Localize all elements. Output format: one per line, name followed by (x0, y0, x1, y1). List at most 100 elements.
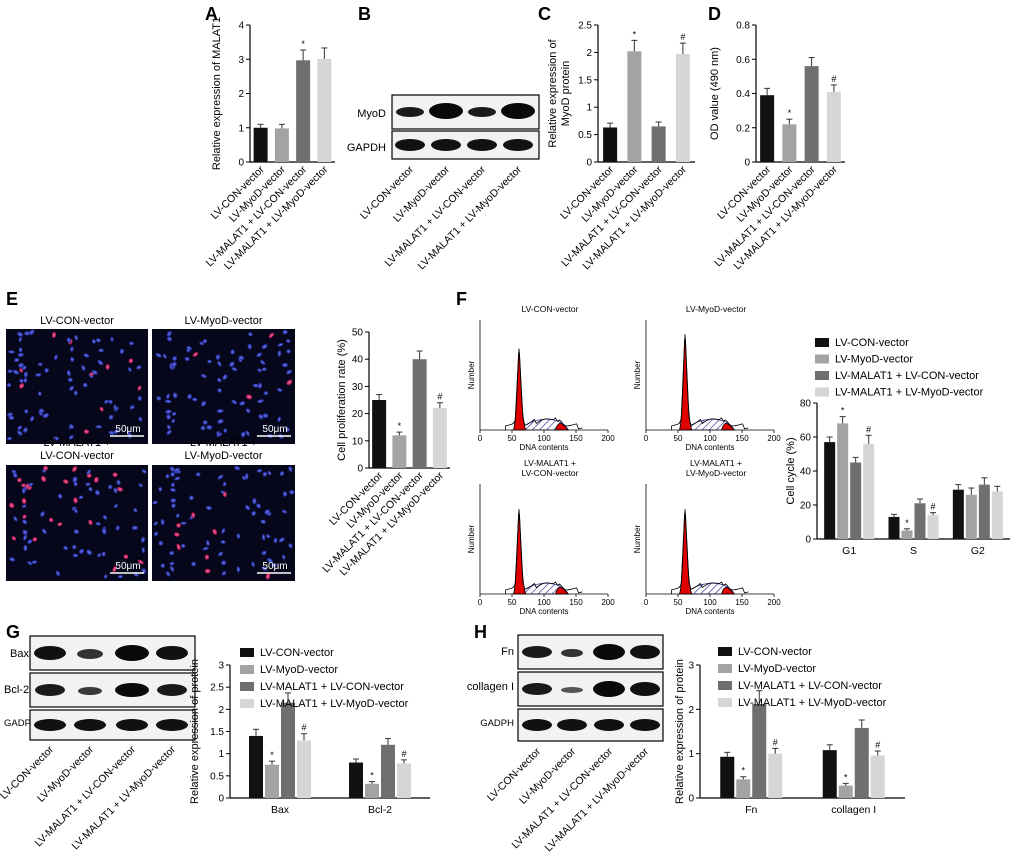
nucleus (202, 420, 208, 425)
flow-title-line: LV-CON-vector (522, 468, 579, 478)
nucleus (53, 354, 58, 361)
proliferating-nucleus (112, 565, 117, 573)
nucleus (216, 408, 224, 414)
flow-title: LV-MALAT1 + LV-CON-vector (522, 458, 579, 478)
y-tick-label: 1 (688, 749, 694, 760)
flow-x-tick-label: 0 (644, 434, 649, 443)
proliferating-nucleus (176, 543, 181, 551)
nucleus (85, 482, 91, 487)
nucleus (128, 341, 134, 346)
nucleus (244, 504, 251, 511)
nucleus (67, 377, 73, 383)
legend-entry: LV-CON-vector (738, 646, 812, 658)
scale-bar-label: 50μm (262, 424, 287, 435)
nucleus (66, 369, 71, 377)
nucleus (127, 367, 132, 372)
nucleus (37, 391, 42, 396)
nucleus (86, 469, 92, 475)
nucleus (165, 473, 170, 479)
nucleus (257, 368, 262, 373)
y-tick-label: 3 (688, 661, 694, 672)
nucleus (95, 522, 101, 526)
flow-title-line: LV-CON-vector (522, 304, 579, 314)
nucleus (171, 503, 176, 509)
y-tick-label: 0 (744, 158, 750, 169)
nucleus (13, 357, 20, 363)
blot-g-band (77, 649, 103, 659)
bar (854, 727, 869, 798)
nucleus (264, 509, 271, 515)
histogram-trace (505, 509, 583, 594)
y-axis-label-line: Cell proliferation rate (%) (336, 339, 348, 461)
histogram-trace (505, 348, 583, 430)
legend-entry: LV-CON-vector (260, 647, 334, 659)
nucleus (16, 331, 24, 337)
significance-mark: * (633, 29, 637, 39)
proliferating-nucleus (173, 532, 180, 537)
blot-b-label-myod: MyoD (357, 108, 386, 120)
proliferating-nucleus (105, 364, 110, 370)
nucleus (172, 356, 178, 361)
bar-charts: 0 1 2 3 4 Relative expression of MALAT1 * 0 0.5 1… (189, 17, 1010, 816)
blot-g-band (78, 687, 102, 695)
y-tick-label: 2 (688, 705, 694, 716)
legend-entry: LV-MALAT1 + LV-CON-vector (738, 680, 882, 692)
proliferating-nucleus (212, 528, 218, 535)
nucleus (281, 509, 287, 514)
nucleus (165, 571, 171, 577)
nucleus (29, 415, 35, 422)
y-tick-label: 0.6 (736, 55, 750, 66)
nucleus (40, 511, 45, 517)
blot-b-band (431, 139, 461, 151)
blot-b-band (467, 139, 497, 151)
nucleus (8, 350, 15, 354)
legend-swatch (815, 338, 829, 347)
nucleus (266, 557, 273, 563)
nucleus (285, 339, 291, 343)
nucleus (273, 537, 278, 544)
proliferating-nucleus (116, 487, 124, 492)
bar (274, 128, 289, 162)
y-axis-label: Relative expression of protein (674, 659, 686, 804)
y-tick-label: 0 (688, 794, 694, 805)
nucleus (261, 533, 266, 541)
nucleus (72, 553, 79, 558)
legend-swatch (815, 354, 829, 364)
nucleus (285, 427, 290, 432)
nucleus (101, 551, 106, 557)
y-tick-label: 2.5 (578, 21, 592, 32)
bar (603, 127, 618, 162)
flow-x-tick-label: 100 (537, 598, 551, 607)
blot-b-band (429, 103, 463, 119)
y-tick-label: 0.8 (736, 21, 750, 32)
y-tick-label: 1.5 (578, 75, 592, 86)
legend-entry: LV-MALAT1 + LV-MyoD-vector (835, 387, 984, 399)
proliferating-nucleus (137, 559, 144, 565)
nucleus (83, 353, 90, 358)
x-category-label: Bcl-2 (368, 804, 392, 816)
micro-title-line: LV-CON-vector (40, 450, 114, 462)
nucleus (188, 495, 194, 501)
histogram-trace (671, 334, 749, 430)
legend-swatch (240, 665, 254, 674)
bar (317, 58, 332, 162)
bar (265, 764, 279, 798)
nucleus (251, 510, 257, 516)
blot-g-band (34, 719, 66, 731)
significance-mark: # (680, 32, 685, 42)
nucleus (240, 431, 246, 438)
blot-h-band (593, 644, 625, 660)
nucleus (261, 367, 267, 372)
significance-mark: * (841, 406, 845, 416)
blot-h-band (522, 646, 552, 658)
significance-mark: # (866, 424, 871, 434)
panel-letter-a: A (205, 4, 218, 24)
nucleus (82, 382, 88, 388)
proliferating-nucleus (222, 492, 227, 497)
nucleus (216, 432, 223, 438)
nucleus (217, 388, 222, 393)
nucleus (107, 484, 113, 490)
proliferating-nucleus (191, 512, 196, 518)
y-tick-label: 2 (586, 48, 592, 59)
